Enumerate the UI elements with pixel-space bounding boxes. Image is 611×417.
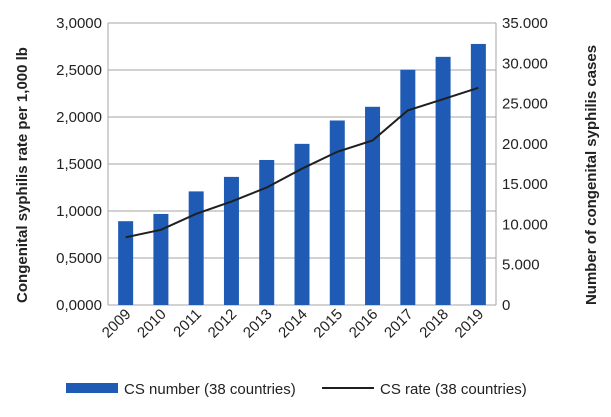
- bar: [294, 143, 310, 305]
- bar: [223, 176, 239, 305]
- x-tick-label: 2012: [205, 306, 241, 342]
- x-tick-label: 2016: [346, 306, 382, 342]
- x-tick-label: 2009: [99, 306, 135, 342]
- left-tick-label: 0,5000: [56, 250, 102, 267]
- x-tick-label: 2019: [452, 306, 488, 342]
- bar: [470, 43, 486, 305]
- left-tick-label: 3,0000: [56, 15, 102, 32]
- right-tick-label: 5.000: [502, 257, 540, 274]
- x-tick-label: 2011: [170, 306, 205, 341]
- legend: CS number (38 countries) CS rate (38 cou…: [66, 381, 527, 398]
- line-series: [125, 86, 479, 239]
- right-tick-label: 10.000: [502, 216, 548, 233]
- bar: [153, 213, 169, 305]
- left-tick-label: 1,0000: [56, 203, 102, 220]
- x-tick-label: 2017: [381, 306, 417, 342]
- legend-label-bar: CS number (38 countries): [124, 381, 296, 398]
- right-axis-title: Number of congenital syphilis cases: [583, 45, 600, 305]
- right-tick-label: 35.000: [502, 15, 548, 32]
- legend-label-line: CS rate (38 countries): [380, 381, 527, 398]
- x-tick-label: 2018: [416, 306, 452, 342]
- left-tick-label: 0,0000: [56, 297, 102, 314]
- rate-line: [125, 86, 479, 239]
- x-tick-label: 2010: [134, 306, 170, 342]
- right-tick-label: 15.000: [502, 176, 548, 193]
- bar: [365, 106, 381, 306]
- x-tick-label: 2014: [275, 306, 311, 342]
- right-axis-ticks: 0 5.000 10.000 15.000 20.000 25.000 30.000 35.0…: [502, 15, 548, 314]
- x-axis-ticks: 2009 2010 2011 2012 2013 2014 2015 2016 2017 2018…: [99, 306, 487, 342]
- bar-series: [118, 43, 486, 306]
- bar: [259, 159, 275, 305]
- bar: [329, 120, 345, 306]
- legend-swatch-bar: [66, 383, 118, 393]
- right-tick-label: 30.000: [502, 55, 548, 72]
- x-tick-label: 2013: [240, 306, 276, 342]
- x-tick-label: 2015: [310, 306, 346, 342]
- left-tick-label: 1,5000: [56, 156, 102, 173]
- axes: [107, 23, 497, 305]
- right-tick-label: 20.000: [502, 136, 548, 153]
- bar: [118, 221, 134, 305]
- left-axis-title: Congenital syphilis rate per 1,000 lb: [14, 47, 31, 303]
- bar: [435, 56, 451, 306]
- left-tick-label: 2,5000: [56, 62, 102, 79]
- left-axis-ticks: 0,0000 0,5000 1,0000 1,5000 2,0000 2,5000 3,00…: [56, 15, 102, 314]
- right-tick-label: 25.000: [502, 96, 548, 113]
- bar: [188, 191, 204, 305]
- right-tick-label: 0: [502, 297, 510, 314]
- bar: [400, 69, 416, 305]
- left-tick-label: 2,0000: [56, 109, 102, 126]
